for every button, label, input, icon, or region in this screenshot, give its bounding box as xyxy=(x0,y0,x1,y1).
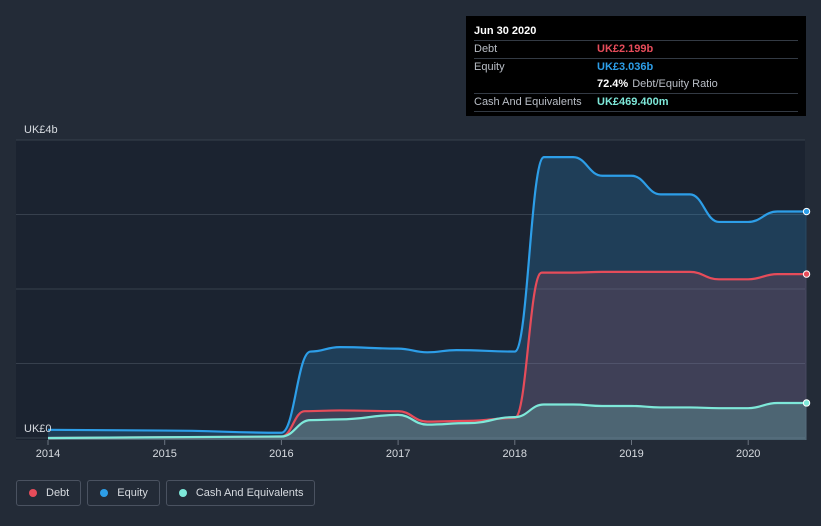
tooltip-label: Equity xyxy=(474,61,505,73)
tooltip-date: Jun 30 2020 xyxy=(474,22,798,41)
legend-label: Equity xyxy=(117,487,148,499)
legend-item-equity[interactable]: Equity xyxy=(87,480,160,506)
tooltip-row-cash: Cash And Equivalents UK£469.400m xyxy=(474,94,798,112)
equity-line xyxy=(47,156,807,434)
cash-and-equivalents-area xyxy=(48,402,807,440)
ratio-note: Debt/Equity Ratio xyxy=(632,78,718,90)
x-tick-label: 2018 xyxy=(503,448,527,460)
tooltip-value-debt: UK£2.199b xyxy=(597,43,654,55)
tooltip-row-debt: Debt UK£2.199b xyxy=(474,41,798,59)
x-tick-label: 2019 xyxy=(619,448,643,460)
x-axis-ticks: 2014 2015 2016 2017 2018 2019 2020 xyxy=(36,440,760,460)
tooltip-panel: Jun 30 2020 Debt UK£2.199b Equity UK£3.0… xyxy=(466,16,806,116)
legend: Debt Equity Cash And Equivalents xyxy=(16,480,316,506)
y-axis-bottom-label: UK£0 xyxy=(24,423,52,435)
x-tick-label: 2015 xyxy=(152,448,176,460)
x-tick-label: 2020 xyxy=(736,448,760,460)
tooltip-label xyxy=(474,76,597,93)
tooltip-row-equity: Equity UK£3.036b xyxy=(474,59,798,76)
debt-end-point xyxy=(802,270,811,278)
ratio-value: 72.4% xyxy=(597,78,629,90)
legend-label: Debt xyxy=(46,487,70,499)
cash-dot-icon xyxy=(178,489,187,497)
tooltip-label: Debt xyxy=(474,43,498,55)
series-lines xyxy=(47,156,807,440)
plot-background xyxy=(16,140,805,440)
legend-label: Cash And Equivalents xyxy=(195,487,304,499)
equity-end-point xyxy=(802,207,811,216)
tooltip-row-ratio: 72.4% Debt/Equity Ratio xyxy=(474,76,798,94)
legend-item-cash[interactable]: Cash And Equivalents xyxy=(165,480,316,506)
tooltip-value-ratio: 72.4% Debt/Equity Ratio xyxy=(597,76,718,93)
series-endpoints xyxy=(802,207,811,407)
tooltip-value-cash: UK£469.400m xyxy=(597,96,669,108)
cash-and-equivalents-line xyxy=(47,401,807,440)
x-tick-label: 2014 xyxy=(36,448,60,460)
legend-item-debt[interactable]: Debt xyxy=(16,480,82,506)
debt-line xyxy=(47,270,807,440)
x-tick-label: 2016 xyxy=(269,448,293,460)
x-tick-label: 2017 xyxy=(386,448,410,460)
cash-and-equivalents-end-point xyxy=(802,399,811,407)
series-areas xyxy=(48,157,807,440)
tooltip-label: Cash And Equivalents xyxy=(474,96,582,108)
tooltip-value-equity: UK£3.036b xyxy=(597,61,654,73)
equity-area xyxy=(48,157,807,440)
equity-dot-icon xyxy=(100,489,109,497)
y-axis-top-label: UK£4b xyxy=(24,124,58,136)
debt-area xyxy=(48,271,807,440)
debt-dot-icon xyxy=(29,489,37,497)
